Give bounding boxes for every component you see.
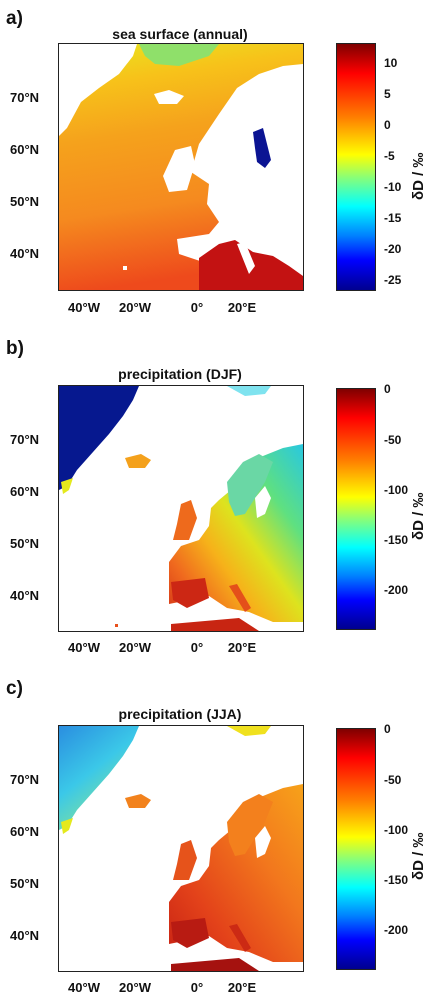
x-tick-label: 20°W [119, 640, 151, 655]
colorbar-tick: 10 [384, 56, 398, 70]
colorbar-label: δD / ‰ [410, 152, 427, 200]
y-tick-label: 60°N [10, 142, 40, 157]
panel-title: precipitation (DJF) [118, 366, 242, 382]
panel-letter: a) [6, 8, 23, 29]
map-precip-djf [58, 385, 304, 632]
y-tick-label: 50°N [10, 194, 40, 209]
colorbar-tick: -100 [384, 823, 409, 837]
iceland-field [125, 794, 151, 808]
north-africa-field [171, 618, 259, 631]
y-tick-label: 50°N [10, 876, 40, 891]
italy-field [229, 924, 251, 952]
colorbar-tick: 5 [384, 87, 391, 101]
panel-letter: b) [6, 338, 24, 359]
colorbar-tick: -25 [384, 273, 402, 287]
colorbar-tick: -200 [384, 923, 409, 937]
y-tick-label: 70°N [10, 90, 40, 105]
colorbar-tick: -5 [384, 149, 395, 163]
colorbar-label: δD / ‰ [410, 492, 427, 540]
x-tick-label: 40°W [68, 640, 100, 655]
x-tick-label: 20°W [119, 300, 151, 315]
colorbar-tick: -150 [384, 873, 409, 887]
y-tick-label: 70°N [10, 772, 40, 787]
iberia-field [171, 578, 209, 608]
baltic-mask [255, 486, 271, 518]
scandinavia-field [227, 794, 273, 856]
italy-field [229, 584, 251, 612]
greenland-edge [61, 818, 73, 834]
panel-c: c) precipitation (JJA) [0, 670, 445, 1000]
y-tick-label: 40°N [10, 588, 40, 603]
colorbar-tick: -200 [384, 583, 409, 597]
y-tick-label: 60°N [10, 824, 40, 839]
colorbar-tick: -50 [384, 773, 402, 787]
colorbar-tick: 0 [384, 382, 391, 396]
colorbar-tick: -10 [384, 180, 402, 194]
x-tick-label: 40°W [68, 300, 100, 315]
uk-field [173, 500, 197, 540]
greenland-field [59, 726, 139, 830]
colorbar-label: δD / ‰ [410, 832, 427, 880]
x-tick-label: 20°E [227, 300, 257, 315]
x-tick-label: 20°E [227, 980, 257, 995]
azores-point [115, 624, 118, 627]
colorbar-tick: 0 [384, 118, 391, 132]
colorbar-tick: -150 [384, 533, 409, 547]
scandinavia-field [227, 454, 273, 516]
y-tick-label: 60°N [10, 484, 40, 499]
panel-letter: c) [6, 678, 23, 699]
top-cyan [139, 44, 219, 66]
north-africa-field [171, 958, 259, 971]
iberia-field [171, 918, 209, 948]
iceland-field [125, 454, 151, 468]
y-tick-label: 50°N [10, 536, 40, 551]
x-tick-label: 20°W [119, 980, 151, 995]
greenland-mask [59, 44, 137, 136]
colorbar-tick: 0 [384, 722, 391, 736]
map-precip-jja [58, 725, 304, 972]
y-tick-label: 40°N [10, 246, 40, 261]
colorbar-tick: -100 [384, 483, 409, 497]
svalbard-field [227, 386, 271, 396]
x-tick-label: 0° [190, 300, 204, 315]
x-tick-label: 40°W [68, 980, 100, 995]
svalbard-field [227, 726, 271, 736]
uk-field [173, 840, 197, 880]
azores-point [123, 266, 127, 270]
y-tick-label: 40°N [10, 928, 40, 943]
iceland-mask [154, 90, 184, 104]
greenland-field [59, 386, 139, 490]
colorbar [336, 728, 376, 970]
colorbar [336, 388, 376, 630]
baltic-mask [255, 826, 271, 858]
colorbar-tick: -50 [384, 433, 402, 447]
baltic-sea [253, 128, 271, 168]
italy-mask [237, 242, 255, 274]
greenland-edge [61, 478, 73, 494]
x-tick-label: 0° [190, 640, 204, 655]
colorbar-tick: -20 [384, 242, 402, 256]
europe-mask [177, 64, 303, 290]
panel-a: a) sea surface (annual) [0, 0, 445, 330]
panel-b: b) precipitation (DJF) [0, 330, 445, 660]
y-tick-label: 70°N [10, 432, 40, 447]
x-tick-label: 20°E [227, 640, 257, 655]
x-tick-label: 0° [190, 980, 204, 995]
panel-title: precipitation (JJA) [118, 706, 242, 722]
colorbar [336, 43, 376, 291]
uk-mask [163, 146, 195, 192]
map-sea-surface [58, 43, 304, 291]
colorbar-tick: -15 [384, 211, 402, 225]
panel-title: sea surface (annual) [112, 26, 248, 42]
